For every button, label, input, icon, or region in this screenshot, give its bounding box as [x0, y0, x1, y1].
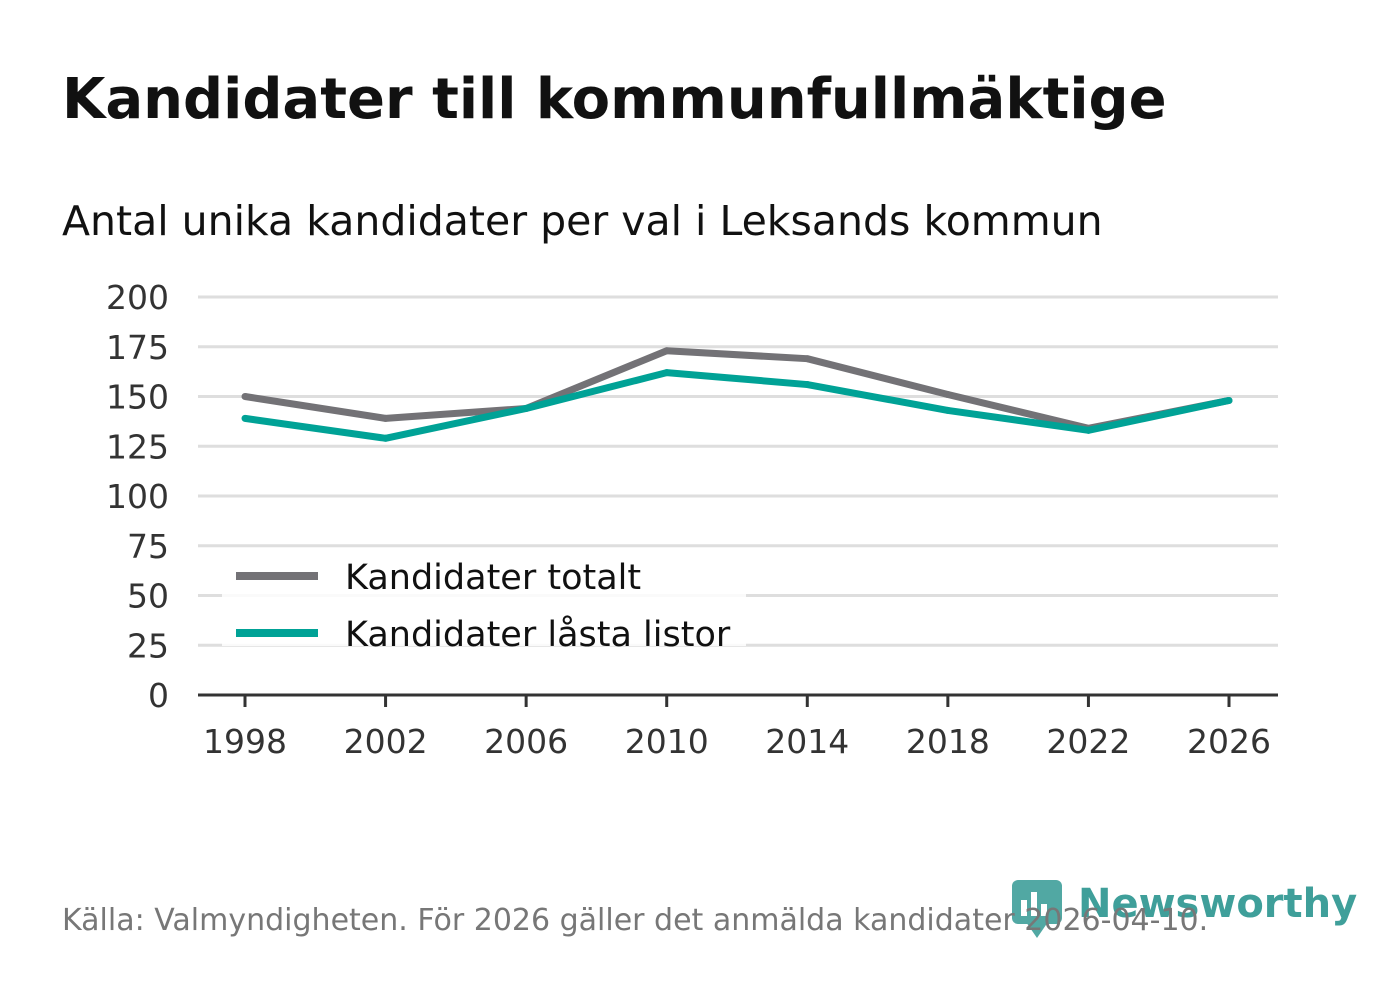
data-point	[1225, 396, 1233, 404]
y-tick-label: 50	[127, 577, 169, 616]
x-tick-label: 2014	[765, 722, 849, 761]
chart-subtitle: Antal unika kandidater per val i Leksand…	[62, 197, 1103, 245]
y-tick-label: 125	[106, 427, 169, 466]
data-point	[803, 381, 811, 389]
x-tick-label: 2006	[484, 722, 568, 761]
y-tick-label: 100	[106, 477, 169, 516]
y-axis-ticks: 0 25 50 75 100 125 150 175 200	[106, 278, 169, 715]
newsworthy-logo: Newsworthy	[1012, 880, 1357, 938]
y-tick-label: 75	[127, 527, 169, 566]
source-note: Källa: Valmyndigheten. För 2026 gäller d…	[62, 903, 1208, 938]
y-tick-label: 0	[148, 676, 169, 715]
x-tick-label: 2010	[625, 722, 709, 761]
series-line-totalt	[244, 347, 1230, 432]
series-line-lasta-listor	[244, 369, 1230, 442]
newsworthy-logo-icon	[1012, 880, 1062, 938]
y-tick-label: 200	[106, 278, 169, 317]
x-tick-label: 2018	[906, 722, 990, 761]
data-point	[803, 355, 811, 363]
x-axis: 1998 2002 2006 2010 2014 2018 2022 2026	[198, 693, 1278, 761]
x-tick-label: 2022	[1046, 722, 1130, 761]
data-point	[382, 434, 390, 442]
legend-label-totalt: Kandidater totalt	[345, 558, 641, 598]
chart-title: Kandidater till kommunfullmäktige	[62, 67, 1167, 132]
data-point	[241, 393, 249, 400]
legend-label-lasta-listor: Kandidater låsta listor	[345, 614, 731, 655]
data-point	[241, 414, 249, 422]
y-tick-label: 150	[106, 378, 169, 417]
series-lines	[241, 347, 1233, 442]
y-tick-label: 25	[127, 626, 169, 665]
data-point	[522, 404, 530, 412]
data-point	[944, 391, 952, 399]
data-point	[382, 414, 390, 422]
data-point	[944, 406, 952, 414]
x-tick-label: 2026	[1187, 722, 1271, 761]
data-point	[663, 347, 671, 355]
x-tick-label: 1998	[203, 722, 287, 761]
data-point	[1084, 426, 1092, 434]
x-tick-label: 2002	[344, 722, 428, 761]
y-tick-label: 175	[106, 328, 169, 367]
newsworthy-logo-text: Newsworthy	[1078, 881, 1357, 927]
data-point	[663, 369, 671, 377]
legend: Kandidater totalt Kandidater låsta listo…	[222, 548, 746, 655]
